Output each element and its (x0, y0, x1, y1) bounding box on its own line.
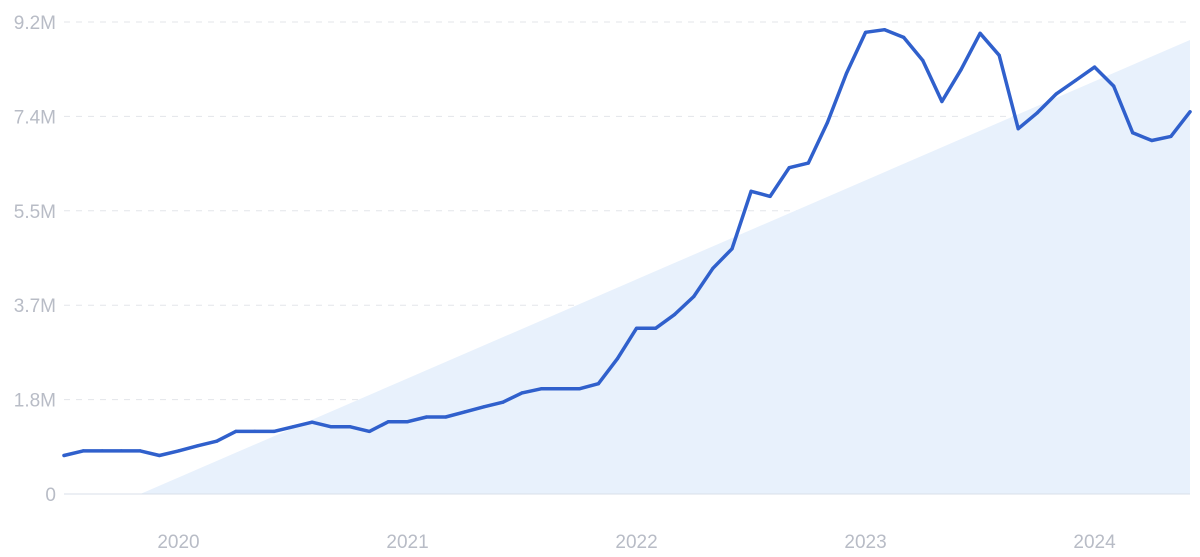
data-point (921, 58, 925, 63)
x-axis-tick-labels: 2020 2021 2022 2023 2024 (157, 532, 1116, 553)
data-point (1150, 138, 1154, 143)
data-point (405, 420, 410, 424)
data-point (501, 400, 505, 404)
data-point (1016, 127, 1020, 131)
data-point (100, 449, 104, 453)
data-point (310, 420, 314, 424)
data-point (176, 449, 181, 453)
data-point (1073, 78, 1078, 83)
data-point (902, 35, 906, 40)
data-point (730, 247, 734, 251)
data-point (615, 357, 620, 361)
data-point (539, 387, 543, 391)
y-tick-label: 5.5M (14, 202, 56, 223)
data-point (291, 425, 295, 429)
data-point (444, 415, 448, 419)
data-point (234, 429, 238, 433)
data-point (196, 444, 200, 448)
data-point (864, 30, 868, 34)
data-point (215, 439, 219, 443)
data-point (386, 420, 390, 424)
series-line (62, 27, 1192, 458)
x-tick-label: 2021 (386, 532, 428, 553)
data-point (138, 449, 142, 453)
data-point (654, 326, 658, 330)
x-tick-label: 2022 (615, 532, 657, 553)
data-point (348, 425, 352, 429)
data-point (673, 312, 677, 316)
data-point (253, 429, 257, 433)
data-point (1054, 92, 1058, 96)
data-point (768, 194, 772, 198)
data-point (634, 326, 639, 330)
data-point (692, 294, 696, 299)
series-layer (62, 27, 1192, 458)
x-tick-label: 2024 (1073, 532, 1116, 553)
data-point (81, 449, 85, 453)
data-point (425, 415, 429, 419)
data-point (1169, 134, 1173, 138)
trend-area (140, 39, 1190, 495)
data-point (558, 387, 562, 391)
y-axis-tick-labels: 0 1.8M 3.7M 5.5M 7.4M 9.2M (14, 13, 56, 506)
data-point (825, 121, 830, 125)
data-point (1112, 84, 1116, 88)
data-point (1093, 65, 1097, 69)
data-point (1035, 111, 1039, 115)
data-point (119, 449, 123, 453)
data-point (1131, 131, 1135, 135)
y-tick-label: 7.4M (14, 107, 56, 128)
x-tick-label: 2020 (157, 532, 199, 553)
data-point (806, 161, 810, 165)
data-point (520, 391, 524, 395)
y-tick-label: 3.7M (14, 296, 56, 317)
data-point (940, 99, 944, 104)
data-point (272, 429, 276, 433)
data-point (367, 429, 371, 433)
y-tick-label: 9.2M (14, 13, 56, 34)
y-tick-label: 1.8M (14, 391, 56, 412)
data-point (577, 387, 581, 391)
data-point (787, 166, 791, 170)
data-point (463, 410, 467, 414)
data-point (157, 453, 161, 458)
data-point (749, 189, 753, 193)
data-point (1188, 110, 1192, 114)
data-point (596, 382, 601, 386)
data-point (482, 405, 486, 409)
data-point (997, 53, 1001, 57)
data-point (978, 31, 982, 35)
data-point (711, 266, 715, 270)
data-point (844, 71, 849, 75)
y-tick-label: 0 (45, 485, 56, 506)
data-point (959, 68, 963, 72)
data-point (883, 28, 887, 32)
x-tick-label: 2023 (844, 532, 886, 553)
data-point (62, 453, 66, 458)
data-point (329, 425, 333, 429)
